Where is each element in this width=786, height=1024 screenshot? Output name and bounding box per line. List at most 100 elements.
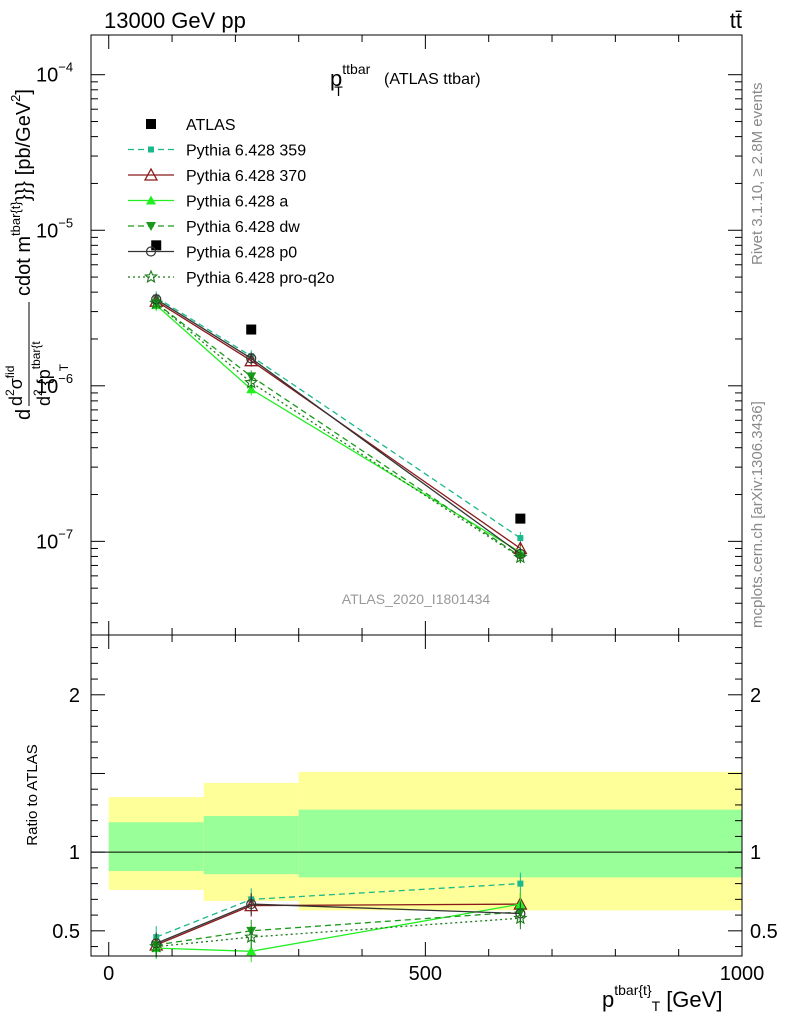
uncertainty-band-inner-0 [108, 822, 204, 872]
xlabel-sub: T [652, 998, 661, 1014]
legend-label: Pythia 6.428 370 [186, 168, 306, 185]
ratio-y-tick-label-left: 2 [69, 685, 80, 707]
main-panel: 10−410−510−610−7 pttbar T (ATLAS ttbar) d… [3, 34, 743, 636]
main-plot-area [149, 240, 528, 564]
ratio-panel: 0.5 0.5 1 1 2 2 0 500 1000 Ratio to ATLAS ptbar… [24, 634, 778, 1014]
header-energy-label: 13000 GeV pp [104, 8, 246, 33]
plot-title-sup: ttbar [342, 61, 370, 77]
legend-label: ATLAS [186, 117, 236, 134]
x-tick-label: 1000 [720, 963, 765, 985]
legend-item-pythia-6-428-dw: Pythia 6.428 dw [128, 219, 300, 236]
ratio-x-axis: 0 500 1000 [103, 635, 764, 985]
ylabel-cdot-close: }}} [13, 181, 35, 201]
point-pythia-6-428-p0-1 [246, 353, 257, 364]
xlabel-main: p [602, 987, 614, 1012]
ratio-point-pythia-6-428-pro-q2o-2 [513, 910, 528, 925]
legend-label: Pythia 6.428 a [186, 194, 288, 211]
ratio-y-tick-label-right: 2 [750, 685, 761, 707]
legend-label: Pythia 6.428 pro-q2o [186, 270, 335, 287]
analysis-watermark: ATLAS_2020_I1801434 [342, 591, 491, 607]
ratio-line-pythia-6-428-dw [156, 911, 521, 946]
legend-label: Pythia 6.428 359 [186, 143, 306, 160]
point-atlas-0 [151, 240, 162, 251]
ratio-y-axis-label: Ratio to ATLAS [24, 744, 41, 845]
mcplots-label: mcplots.cern.ch [arXiv:1306.3436] [749, 401, 766, 628]
ylabel-den-sub: T [57, 363, 71, 371]
y-tick-label: 10−7 [36, 526, 73, 553]
ylabel-num-fid: fid [3, 366, 17, 379]
ylabel-cdot: cdot m [13, 236, 35, 296]
series-line-pythia-6-428-pro-q2o [155, 302, 521, 558]
y-tick-label: 10−5 [36, 215, 73, 242]
ratio-point-pythia-6-428-pro-q2o-0 [149, 939, 164, 953]
plot-title: pttbar T [330, 61, 371, 99]
series-atlas [151, 240, 526, 524]
legend-item-atlas: ATLAS [146, 117, 236, 134]
series-pythia-6-428-370 [149, 293, 528, 555]
x-tick-label: 500 [409, 963, 442, 985]
series-line-pythia-6-428-p0 [155, 298, 521, 555]
point-pythia-6-428-359-2 [517, 535, 524, 542]
series-pythia-6-428-359 [153, 291, 524, 545]
y-tick-label-exp: −6 [58, 371, 73, 386]
ratio-y-tick-label-right: 1 [750, 842, 761, 864]
legend-marker [143, 269, 159, 284]
legend-item-pythia-6-428-359: Pythia 6.428 359 [128, 143, 306, 160]
ratio-plot-area [91, 771, 742, 963]
y-tick-label-exp: −7 [58, 526, 73, 541]
plot-title-suffix: (ATLAS ttbar) [384, 71, 481, 88]
ratio-y-tick-label-left: 0.5 [52, 921, 80, 943]
ratio-y-tick-label-left: 1 [69, 842, 80, 864]
ylabel-d: d [13, 409, 35, 420]
point-atlas-2 [515, 513, 526, 524]
series-line-pythia-6-428-370 [155, 300, 521, 550]
svg-text:d2σfid: d2σfid [3, 366, 26, 407]
legend-marker [146, 222, 156, 231]
x-axis-label: ptbar{t}T [GeV] [602, 982, 722, 1014]
y-tick-label-base: 10 [36, 65, 58, 87]
ylabel-num-sup2: 2 [3, 389, 17, 396]
legend-marker [143, 167, 159, 181]
ratio-point-pythia-6-428-359-2 [517, 880, 524, 887]
ylabel-unit-sup: 2 [8, 95, 23, 102]
ylabel-den-d: d [34, 396, 54, 406]
rivet-version-label: Rivet 3.1.10, ≥ 2.8M events [749, 83, 766, 266]
point-pythia-6-428-pro-q2o-2 [513, 549, 528, 564]
y-tick-label-exp: −5 [58, 215, 73, 230]
ylabel-cdot-sup: tbar{t} [8, 201, 23, 236]
uncertainty-band-inner-1 [203, 815, 299, 875]
legend-item-pythia-6-428-p0: Pythia 6.428 p0 [128, 245, 297, 262]
ylabel-unit-close: ] [13, 89, 35, 95]
ratio-y-axis: 0.5 0.5 1 1 2 2 [52, 647, 778, 948]
ratio-frame [90, 634, 743, 957]
y-tick-label: 10−4 [36, 60, 73, 87]
y-tick-label-base: 10 [36, 220, 58, 242]
ylabel-den-brace: {p [34, 369, 54, 385]
x-tick-label: 0 [103, 963, 114, 985]
legend-marker [146, 119, 156, 129]
ratio-point-pythia-6-428-pro-q2o-1 [244, 929, 259, 944]
ylabel-den-sup: tbar{t [29, 341, 43, 370]
header-process-label: tt̄ [730, 8, 742, 33]
legend-marker [146, 195, 156, 205]
y-tick-label-base: 10 [36, 376, 58, 398]
y-tick-label: 10−6 [36, 371, 73, 398]
svg-text:d2{ptbar{tT: d2 {ptbar{t T [29, 341, 71, 406]
point-pythia-6-428-pro-q2o-0 [149, 295, 164, 310]
svg-text:d: d [13, 409, 35, 420]
series-line-pythia-6-428-dw [155, 302, 521, 557]
plot-title-main: p [330, 66, 342, 91]
ratio-series-pythia-6-428-pro-q2o [149, 907, 528, 958]
legend-label: Pythia 6.428 p0 [186, 245, 297, 262]
legend-item-pythia-6-428-pro-q2o: Pythia 6.428 pro-q2o [128, 269, 335, 287]
xlabel-sup: tbar{t} [614, 982, 652, 998]
point-atlas-1 [246, 324, 257, 335]
ylabel-num-sigma: σ [6, 378, 26, 389]
ylabel-den-sup2: 2 [31, 389, 45, 396]
main-y-axis-label: d d2σfid d2{ptbar{t T cdot mtbar{t}}}}[pb… [3, 89, 71, 420]
point-pythia-6-428-pro-q2o-1 [244, 375, 259, 389]
legend-label: Pythia 6.428 dw [186, 219, 300, 236]
legend-marker [145, 246, 157, 257]
legend-item-pythia-6-428-370: Pythia 6.428 370 [128, 167, 306, 185]
